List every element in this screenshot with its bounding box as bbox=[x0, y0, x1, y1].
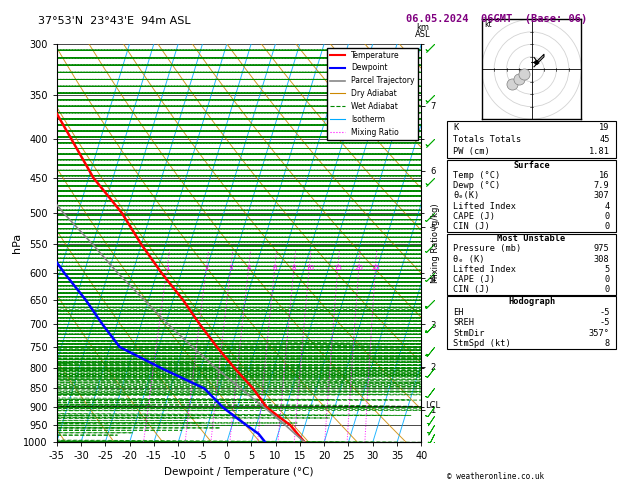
Text: 8: 8 bbox=[604, 339, 610, 348]
Text: StmDir: StmDir bbox=[454, 329, 485, 338]
Text: SREH: SREH bbox=[454, 318, 474, 327]
Text: Surface: Surface bbox=[513, 160, 550, 170]
Text: -5: -5 bbox=[599, 318, 610, 327]
Text: Totals Totals: Totals Totals bbox=[454, 135, 521, 144]
Text: Lifted Index: Lifted Index bbox=[454, 265, 516, 274]
Text: CIN (J): CIN (J) bbox=[454, 222, 490, 231]
Text: 307: 307 bbox=[594, 191, 610, 200]
Text: 0: 0 bbox=[604, 285, 610, 294]
Text: EH: EH bbox=[454, 308, 464, 317]
Text: 0: 0 bbox=[604, 222, 610, 231]
Text: CIN (J): CIN (J) bbox=[454, 285, 490, 294]
Text: 1.81: 1.81 bbox=[589, 147, 610, 156]
Text: Lifted Index: Lifted Index bbox=[454, 202, 516, 210]
Text: CAPE (J): CAPE (J) bbox=[454, 212, 496, 221]
Text: 10: 10 bbox=[304, 264, 314, 271]
Text: Pressure (mb): Pressure (mb) bbox=[454, 244, 521, 254]
Text: 20: 20 bbox=[354, 264, 364, 271]
Text: 1: 1 bbox=[165, 264, 169, 271]
Text: PW (cm): PW (cm) bbox=[454, 147, 490, 156]
Text: 45: 45 bbox=[599, 135, 610, 144]
Text: km: km bbox=[416, 22, 429, 32]
Text: Dewp (°C): Dewp (°C) bbox=[454, 181, 501, 190]
Text: 19: 19 bbox=[599, 123, 610, 132]
Text: 8: 8 bbox=[292, 264, 296, 271]
Text: StmSpd (kt): StmSpd (kt) bbox=[454, 339, 511, 348]
Text: 7.9: 7.9 bbox=[594, 181, 610, 190]
Text: 0: 0 bbox=[604, 212, 610, 221]
X-axis label: Dewpoint / Temperature (°C): Dewpoint / Temperature (°C) bbox=[164, 467, 314, 477]
Text: LCL: LCL bbox=[425, 401, 440, 410]
Text: 0: 0 bbox=[604, 275, 610, 284]
Text: 3: 3 bbox=[228, 264, 233, 271]
Text: 5: 5 bbox=[604, 265, 610, 274]
Text: 25: 25 bbox=[371, 264, 380, 271]
Text: 2: 2 bbox=[204, 264, 209, 271]
Text: -5: -5 bbox=[599, 308, 610, 317]
Text: Mixing Ratio (g/kg): Mixing Ratio (g/kg) bbox=[431, 203, 440, 283]
Text: © weatheronline.co.uk: © weatheronline.co.uk bbox=[447, 472, 543, 481]
Text: 16: 16 bbox=[599, 171, 610, 180]
Text: θₑ (K): θₑ (K) bbox=[454, 255, 485, 263]
Text: 06.05.2024  06GMT  (Base: 06): 06.05.2024 06GMT (Base: 06) bbox=[406, 14, 587, 24]
Text: kt: kt bbox=[484, 20, 492, 29]
Text: 975: 975 bbox=[594, 244, 610, 254]
Text: 357°: 357° bbox=[589, 329, 610, 338]
Text: 6: 6 bbox=[272, 264, 277, 271]
Text: Most Unstable: Most Unstable bbox=[498, 234, 565, 243]
Text: K: K bbox=[454, 123, 459, 132]
Text: 308: 308 bbox=[594, 255, 610, 263]
Text: ASL: ASL bbox=[415, 30, 430, 39]
Y-axis label: hPa: hPa bbox=[12, 233, 21, 253]
Text: 4: 4 bbox=[247, 264, 251, 271]
Text: 4: 4 bbox=[604, 202, 610, 210]
Text: Hodograph: Hodograph bbox=[508, 297, 555, 306]
Text: 15: 15 bbox=[333, 264, 342, 271]
Text: 37°53'N  23°43'E  94m ASL: 37°53'N 23°43'E 94m ASL bbox=[38, 17, 191, 26]
Text: CAPE (J): CAPE (J) bbox=[454, 275, 496, 284]
Text: θₑ(K): θₑ(K) bbox=[454, 191, 480, 200]
Text: Temp (°C): Temp (°C) bbox=[454, 171, 501, 180]
Legend: Temperature, Dewpoint, Parcel Trajectory, Dry Adiabat, Wet Adiabat, Isotherm, Mi: Temperature, Dewpoint, Parcel Trajectory… bbox=[326, 48, 418, 139]
